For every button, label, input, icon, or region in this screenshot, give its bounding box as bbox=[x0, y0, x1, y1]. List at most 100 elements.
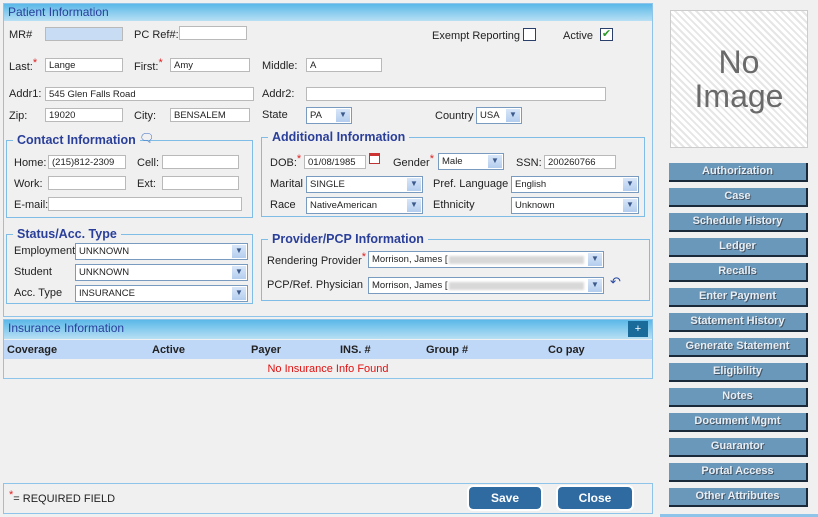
no-insurance-message: No Insurance Info Found bbox=[267, 363, 389, 375]
addr1-field[interactable]: 545 Glen Falls Road bbox=[45, 87, 254, 101]
side-button-schedule-history[interactable]: Schedule History bbox=[669, 213, 808, 232]
add-insurance-button[interactable]: + bbox=[628, 321, 648, 337]
home-phone-field[interactable]: (215)812-2309 bbox=[48, 155, 126, 169]
exempt-label: Exempt Reporting bbox=[432, 30, 521, 42]
side-button-other-attributes[interactable]: Other Attributes bbox=[669, 488, 808, 507]
patient-photo-placeholder[interactable]: No Image bbox=[670, 10, 808, 148]
language-label: Pref. Language bbox=[433, 178, 509, 190]
side-button-portal-access[interactable]: Portal Access bbox=[669, 463, 808, 482]
col-copay: Co pay bbox=[548, 344, 585, 356]
exempt-checkbox[interactable] bbox=[523, 28, 536, 41]
student-label: Student bbox=[14, 266, 52, 278]
last-name-field[interactable]: Lange bbox=[45, 58, 123, 72]
gender-label: Gender* bbox=[393, 153, 434, 169]
active-checkbox[interactable]: ✔ bbox=[600, 28, 613, 41]
ethnicity-label: Ethnicity bbox=[433, 199, 475, 211]
gender-select[interactable]: Male ▼ bbox=[438, 153, 504, 170]
rendering-provider-select[interactable]: Morrison, James [▼ bbox=[368, 251, 604, 268]
insurance-header-row bbox=[4, 340, 652, 359]
addr2-field[interactable] bbox=[306, 87, 606, 101]
col-payer: Payer bbox=[251, 344, 281, 356]
additional-info-title: Additional Information bbox=[272, 130, 406, 144]
rendering-label: Rendering Provider* bbox=[267, 251, 367, 267]
side-button-notes[interactable]: Notes bbox=[669, 388, 808, 407]
pcref-label: PC Ref#: bbox=[134, 29, 179, 41]
race-select[interactable]: NativeAmerican ▼ bbox=[306, 197, 423, 214]
status-fieldset: Status/Acc. Type bbox=[6, 227, 253, 304]
mr-field[interactable] bbox=[45, 27, 123, 41]
footer-bar bbox=[3, 483, 653, 514]
ssn-label: SSN: bbox=[516, 157, 542, 169]
contact-info-fieldset: Contact Information bbox=[6, 133, 253, 218]
city-label: City: bbox=[134, 110, 156, 122]
employment-select[interactable]: UNKNOWN ▼ bbox=[75, 243, 248, 260]
no-image-text: No Image bbox=[694, 44, 784, 114]
email-field[interactable] bbox=[48, 197, 242, 211]
ssn-field[interactable]: 200260766 bbox=[544, 155, 616, 169]
calendar-icon[interactable] bbox=[369, 153, 380, 164]
close-button[interactable]: Close bbox=[556, 485, 634, 511]
zip-field[interactable]: 19020 bbox=[45, 108, 123, 122]
last-label: Last:* bbox=[9, 57, 38, 73]
acctype-label: Acc. Type bbox=[14, 287, 63, 299]
country-select[interactable]: USA ▼ bbox=[476, 107, 522, 124]
insurance-title: Insurance Information bbox=[4, 320, 652, 339]
ext-field[interactable] bbox=[162, 176, 239, 190]
pcp-label: PCP/Ref. Physician bbox=[267, 279, 363, 291]
middle-name-field[interactable]: A bbox=[306, 58, 382, 72]
acctype-select[interactable]: INSURANCE ▼ bbox=[75, 285, 248, 302]
col-coverage: Coverage bbox=[7, 344, 58, 356]
chevron-down-icon: ▼ bbox=[336, 109, 350, 122]
side-button-statement-history[interactable]: Statement History bbox=[669, 313, 808, 332]
marital-label: Marital bbox=[270, 178, 304, 190]
side-button-enter-payment[interactable]: Enter Payment bbox=[669, 288, 808, 307]
email-label: E-mail: bbox=[14, 199, 49, 211]
insurance-panel: Insurance Information bbox=[3, 319, 653, 379]
first-name-field[interactable]: Amy bbox=[170, 58, 250, 72]
save-button[interactable]: Save bbox=[467, 485, 543, 511]
city-field[interactable]: BENSALEM bbox=[170, 108, 250, 122]
ethnicity-select[interactable]: Unknown ▼ bbox=[511, 197, 639, 214]
panel-title: Patient Information bbox=[4, 4, 652, 21]
chevron-down-icon: ▼ bbox=[623, 199, 637, 212]
middle-label: Middle: bbox=[262, 60, 298, 72]
side-button-ledger[interactable]: Ledger bbox=[669, 238, 808, 257]
pcref-field[interactable] bbox=[179, 26, 247, 40]
work-phone-field[interactable] bbox=[48, 176, 126, 190]
chevron-down-icon: ▼ bbox=[623, 178, 637, 191]
addr1-label: Addr1: bbox=[9, 88, 42, 100]
side-button-eligibility[interactable]: Eligibility bbox=[669, 363, 808, 382]
side-button-authorization[interactable]: Authorization bbox=[669, 163, 808, 182]
required-note: *= REQUIRED FIELD bbox=[9, 489, 116, 505]
state-select[interactable]: PA ▼ bbox=[306, 107, 352, 124]
student-select[interactable]: UNKNOWN ▼ bbox=[75, 264, 248, 281]
side-button-guarantor[interactable]: Guarantor bbox=[669, 438, 808, 457]
provider-fieldset: Provider/PCP Information bbox=[261, 232, 650, 301]
home-label: Home: bbox=[14, 157, 47, 169]
side-button-generate-statement[interactable]: Generate Statement bbox=[669, 338, 808, 357]
undo-icon[interactable]: ↶ bbox=[610, 274, 621, 289]
language-select[interactable]: English ▼ bbox=[511, 176, 639, 193]
chevron-down-icon: ▼ bbox=[488, 155, 502, 168]
country-label: Country bbox=[435, 110, 474, 122]
dob-field[interactable]: 01/08/1985 bbox=[304, 155, 366, 169]
side-button-document-mgmt[interactable]: Document Mgmt bbox=[669, 413, 808, 432]
marital-select[interactable]: SINGLE ▼ bbox=[306, 176, 423, 193]
chevron-down-icon: ▼ bbox=[232, 287, 246, 300]
cell-label: Cell: bbox=[137, 157, 160, 169]
zip-label: Zip: bbox=[9, 110, 28, 122]
col-ins-number: INS. # bbox=[340, 344, 371, 356]
side-button-case[interactable]: Case bbox=[669, 188, 808, 207]
bottom-border bbox=[660, 514, 818, 517]
side-button-recalls[interactable]: Recalls bbox=[669, 263, 808, 282]
race-label: Race bbox=[270, 199, 296, 211]
pcp-select[interactable]: Morrison, James [▼ bbox=[368, 277, 604, 294]
chevron-down-icon: ▼ bbox=[232, 266, 246, 279]
chevron-down-icon: ▼ bbox=[232, 245, 246, 258]
active-label: Active bbox=[563, 30, 593, 42]
cell-phone-field[interactable] bbox=[162, 155, 239, 169]
comment-icon[interactable]: 🗨 bbox=[139, 131, 155, 145]
status-title: Status/Acc. Type bbox=[17, 227, 117, 241]
chevron-down-icon: ▼ bbox=[407, 199, 421, 212]
chevron-down-icon: ▼ bbox=[407, 178, 421, 191]
